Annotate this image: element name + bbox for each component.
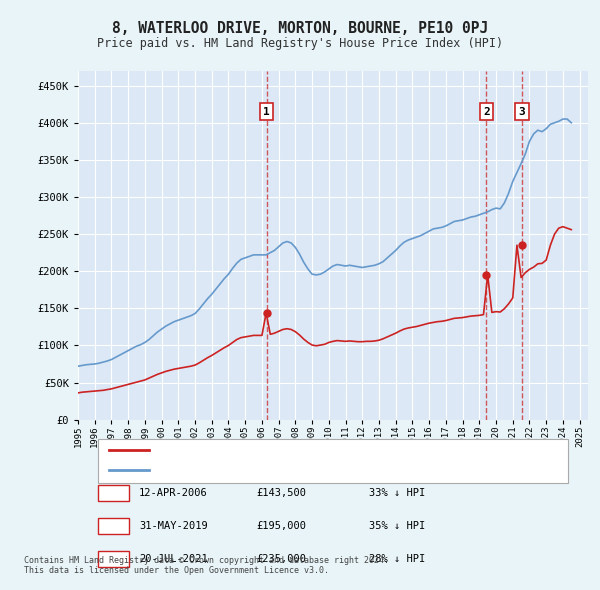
Text: 3: 3 <box>110 554 117 564</box>
Text: 8, WATERLOO DRIVE, MORTON, BOURNE, PE10 0PJ (detached house): 8, WATERLOO DRIVE, MORTON, BOURNE, PE10 … <box>160 445 482 454</box>
Text: 3: 3 <box>518 107 526 117</box>
FancyBboxPatch shape <box>98 439 568 483</box>
Text: Price paid vs. HM Land Registry's House Price Index (HPI): Price paid vs. HM Land Registry's House … <box>97 37 503 50</box>
Text: 35% ↓ HPI: 35% ↓ HPI <box>368 521 425 531</box>
Text: 33% ↓ HPI: 33% ↓ HPI <box>368 487 425 497</box>
Text: HPI: Average price, detached house, South Kesteven: HPI: Average price, detached house, Sout… <box>160 466 428 475</box>
FancyBboxPatch shape <box>98 518 129 534</box>
FancyBboxPatch shape <box>98 551 129 567</box>
Text: £143,500: £143,500 <box>257 487 307 497</box>
Text: 1: 1 <box>263 107 270 117</box>
Text: £195,000: £195,000 <box>257 521 307 531</box>
Text: 12-APR-2006: 12-APR-2006 <box>139 487 208 497</box>
Text: £235,000: £235,000 <box>257 554 307 564</box>
Text: 2: 2 <box>110 521 117 531</box>
Text: 1: 1 <box>110 487 117 497</box>
Text: Contains HM Land Registry data © Crown copyright and database right 2024.
This d: Contains HM Land Registry data © Crown c… <box>24 556 389 575</box>
FancyBboxPatch shape <box>98 484 129 500</box>
Text: 31-MAY-2019: 31-MAY-2019 <box>139 521 208 531</box>
Text: 28% ↓ HPI: 28% ↓ HPI <box>368 554 425 564</box>
Text: 8, WATERLOO DRIVE, MORTON, BOURNE, PE10 0PJ: 8, WATERLOO DRIVE, MORTON, BOURNE, PE10 … <box>112 21 488 35</box>
Text: 20-JUL-2021: 20-JUL-2021 <box>139 554 208 564</box>
Text: 2: 2 <box>483 107 490 117</box>
